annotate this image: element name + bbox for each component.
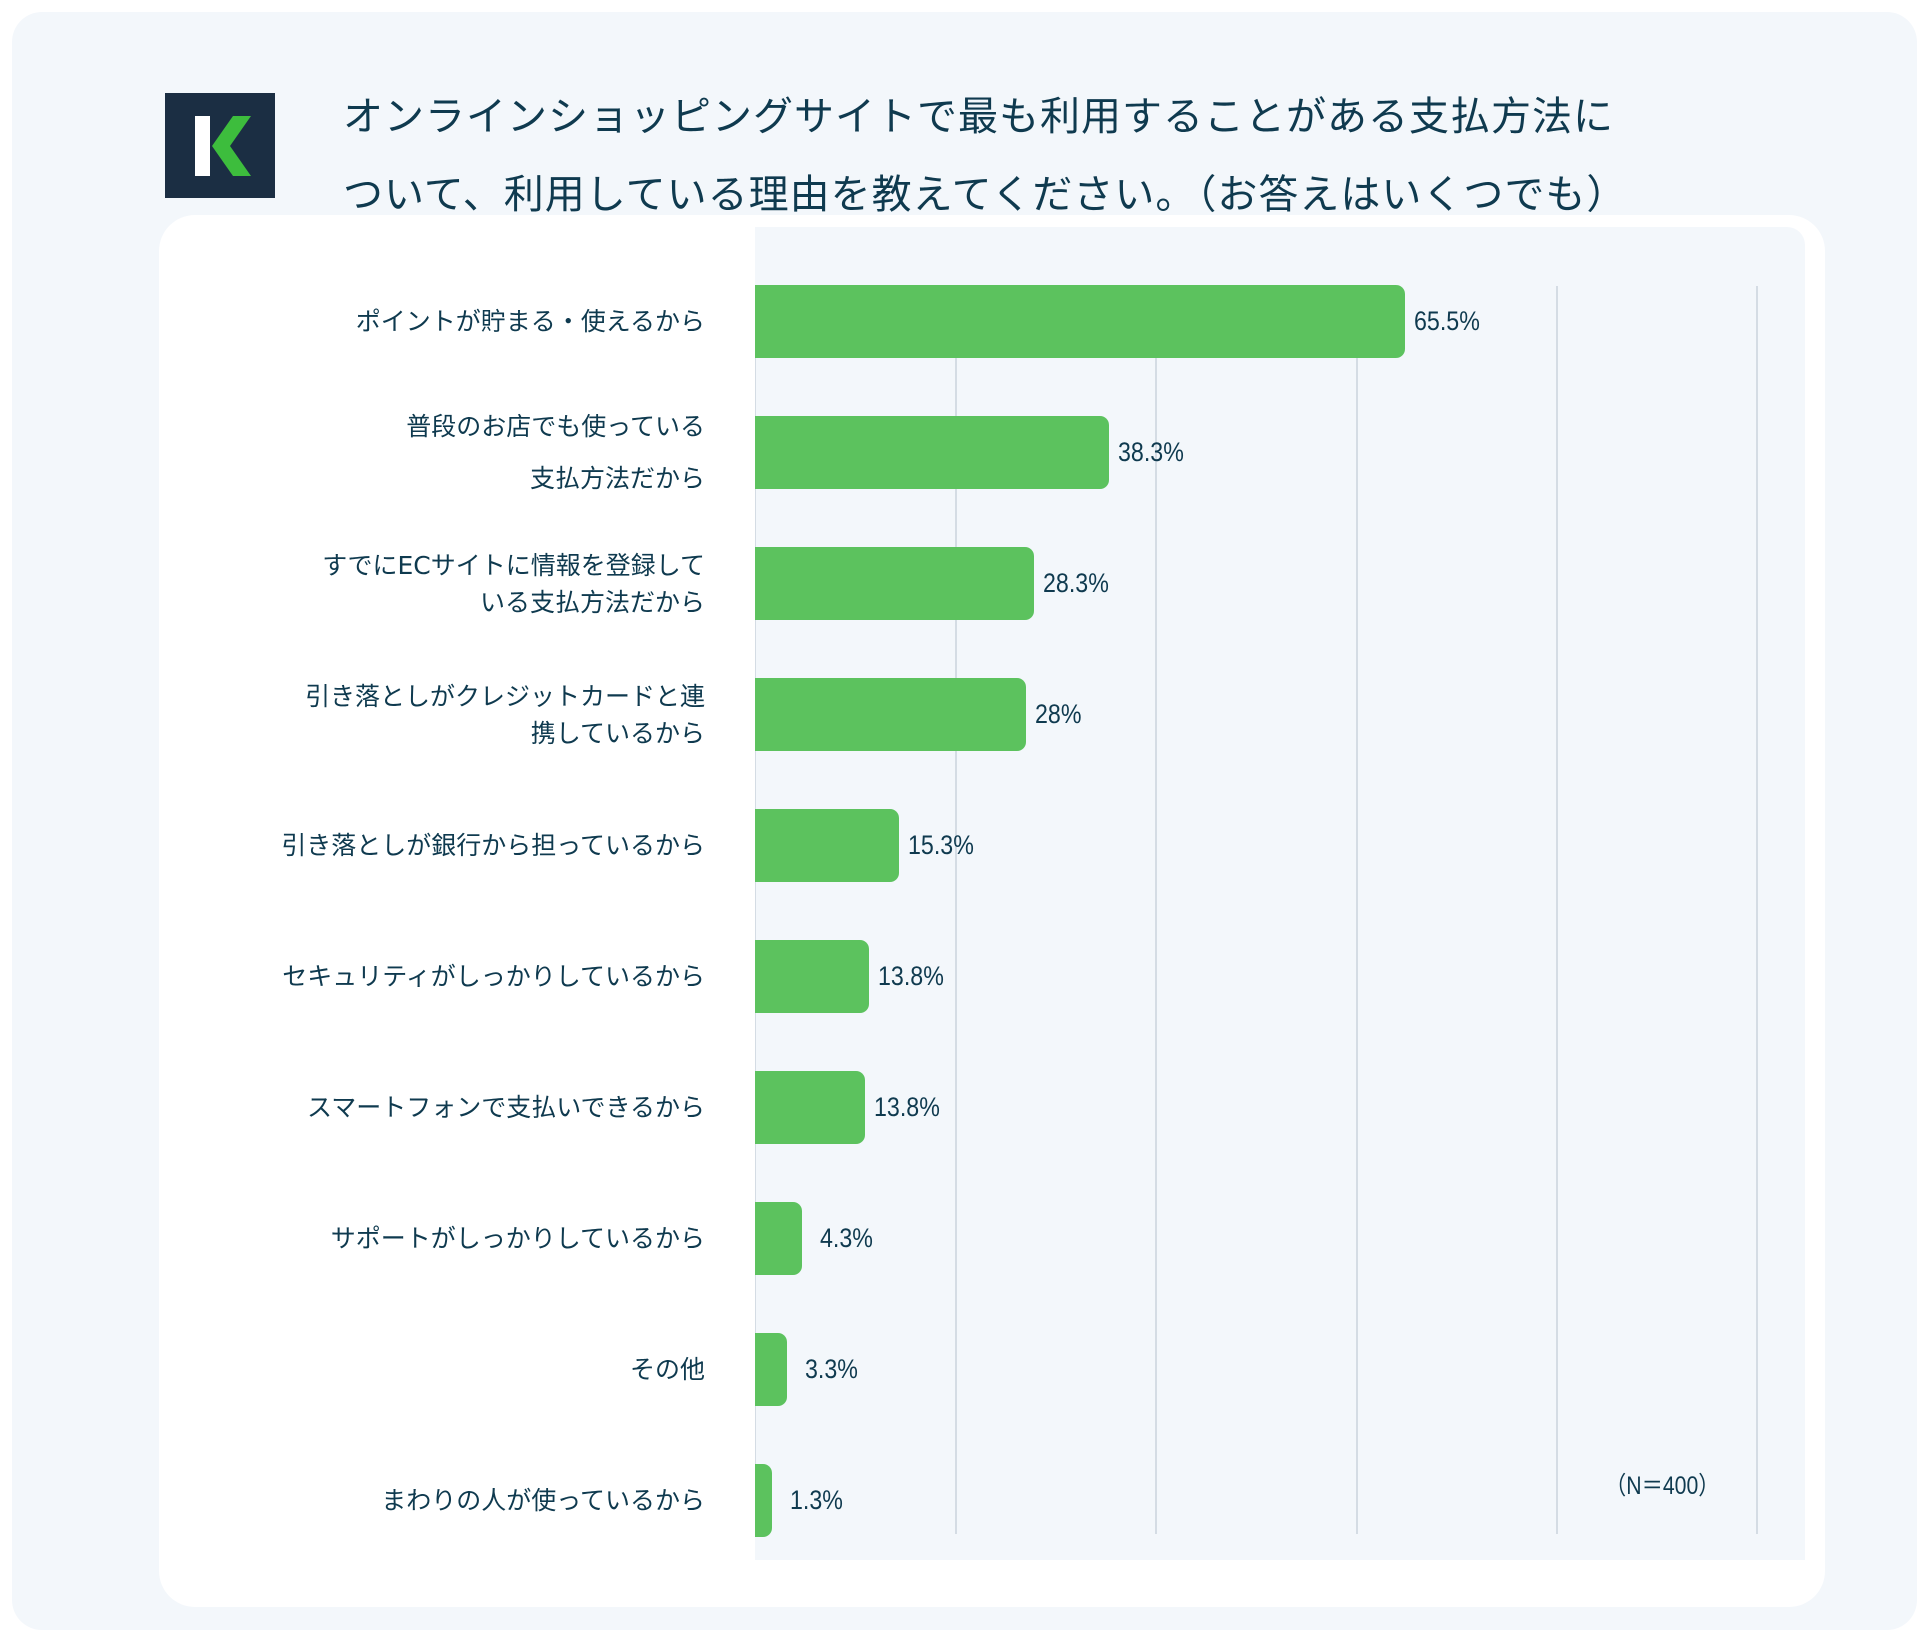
bar	[755, 1333, 787, 1406]
category-label-line: 支払方法だから	[529, 463, 705, 493]
bar-value-label: 38.3%	[1118, 437, 1184, 467]
category-label: スマートフォンで支払いできるから	[307, 1071, 705, 1144]
gridline-60	[1356, 286, 1358, 1534]
bar	[755, 285, 1405, 358]
chart-title: オンラインショッピングサイトで最も利用することがある支払方法に ついて、利用して…	[343, 78, 1813, 234]
category-label-line: 普段のお店でも使っている	[406, 411, 705, 441]
k-logo-icon	[165, 93, 275, 198]
category-label-line: まわりの人が使っているから	[381, 1486, 705, 1515]
category-label-line: 引き落としが銀行から担っているから	[281, 831, 705, 860]
bar	[755, 809, 899, 882]
category-label-line: サポートがしっかりしているから	[330, 1224, 705, 1253]
category-label-line: すでにECサイトに情報を登録して	[322, 550, 705, 580]
category-label: その他	[630, 1333, 705, 1406]
sample-size-note: （N＝400）	[1605, 1472, 1720, 1500]
y-axis-line	[755, 286, 756, 1534]
category-label: セキュリティがしっかりしているから	[282, 940, 705, 1013]
bar	[755, 1464, 772, 1537]
chart-title-line-2: ついて、利用している理由を教えてください。（お答えはいくつでも）	[343, 172, 1628, 218]
bar-value-label: 13.8%	[878, 961, 944, 991]
bar	[755, 1202, 802, 1275]
category-label-line: セキュリティがしっかりしているから	[282, 962, 705, 991]
bar-value-label: 13.8%	[874, 1092, 940, 1122]
bar-value-label: 15.3%	[908, 830, 974, 860]
bar-value-label: 4.3%	[820, 1223, 873, 1253]
bar-value-label: 3.3%	[805, 1354, 858, 1384]
category-label: 引き落としがクレジットカードと連携しているから	[305, 678, 705, 751]
bar-value-label: 1.3%	[790, 1485, 843, 1515]
category-label-line: スマートフォンで支払いできるから	[306, 1093, 705, 1122]
category-label: 引き落としが銀行から担っているから	[281, 809, 705, 882]
category-label-line: その他	[629, 1355, 705, 1384]
chart-title-line-1: オンラインショッピングサイトで最も利用することがある支払方法に	[343, 94, 1614, 140]
category-label-line: 引き落としがクレジットカードと連	[304, 681, 705, 711]
category-label: まわりの人が使っているから	[381, 1464, 705, 1537]
category-label: サポートがしっかりしているから	[331, 1202, 705, 1275]
category-label-line: ポイントが貯まる・使えるから	[355, 307, 705, 336]
bar-value-label: 28.3%	[1043, 568, 1109, 598]
gridline-40	[1155, 286, 1157, 1534]
bar-value-label: 65.5%	[1414, 306, 1480, 336]
category-label: ポイントが貯まる・使えるから	[356, 285, 705, 358]
category-label-line: 携しているから	[530, 718, 705, 748]
bar	[755, 678, 1026, 751]
bar	[755, 1071, 865, 1144]
bar	[755, 940, 869, 1013]
gridline-100	[1756, 286, 1758, 1534]
bar	[755, 416, 1109, 489]
bar	[755, 547, 1034, 620]
category-label: すでにECサイトに情報を登録している支払方法だから	[322, 547, 705, 620]
category-label: 普段のお店でも使っている支払方法だから	[406, 412, 705, 493]
gridline-20	[955, 286, 957, 1534]
category-label-line: いる支払方法だから	[479, 587, 705, 617]
bar-value-label: 28%	[1035, 699, 1082, 729]
gridline-80	[1556, 286, 1558, 1534]
